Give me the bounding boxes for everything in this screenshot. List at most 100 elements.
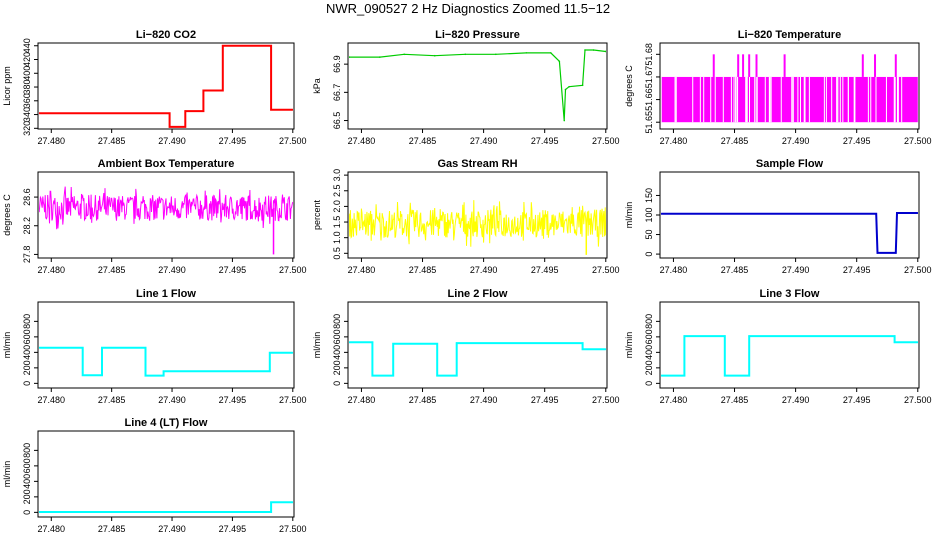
y-tick-label: 360 (22, 93, 32, 108)
data-point (455, 342, 458, 344)
x-tick-label: 27.500 (904, 395, 932, 405)
y-tick-label: 0 (22, 381, 32, 386)
y-tick-label: 400 (22, 474, 32, 489)
data-point (683, 374, 686, 377)
data-point (162, 370, 165, 373)
data-series-line (349, 341, 606, 377)
y-tick-label: 2.0 (332, 200, 342, 213)
data-point (184, 126, 187, 128)
y-tick-label: 200 (22, 489, 32, 504)
y-tick-label: 600 (22, 458, 32, 473)
x-tick-label: 27.480 (38, 265, 66, 275)
x-tick-label: 27.490 (470, 265, 498, 275)
y-tick-label: 320 (22, 121, 32, 136)
data-point (581, 342, 584, 344)
data-point (291, 351, 293, 354)
data-point (916, 341, 918, 344)
data-point (893, 335, 896, 337)
y-tick-label: 200 (332, 360, 342, 375)
data-point (378, 56, 381, 58)
data-series-line (39, 186, 293, 230)
x-tick-label: 27.495 (219, 395, 247, 405)
data-point (563, 119, 566, 122)
y-axis-label: Licor ppm (2, 66, 12, 106)
x-tick-label: 27.490 (158, 265, 186, 275)
data-point (464, 53, 467, 56)
data-point (581, 84, 584, 87)
x-tick-label: 27.490 (782, 265, 810, 275)
y-axis-label: degrees C (624, 65, 634, 107)
data-point (525, 52, 528, 54)
chart-line3: Line 3 Flow ml/min 27.480 27.485 27.490 27.49… (624, 288, 932, 405)
data-point (371, 341, 374, 344)
data-point (661, 374, 663, 377)
x-tick-label: 27.490 (782, 395, 810, 405)
x-tick-label: 27.495 (843, 395, 871, 405)
data-point (291, 108, 293, 111)
page-title: NWR_090527 2 Hz Diagnostics Zoomed 11.5−… (325, 1, 611, 16)
data-point (221, 89, 224, 92)
y-tick-label: 1.0 (332, 231, 342, 244)
data-point (168, 112, 171, 114)
x-tick-label: 27.485 (721, 136, 749, 146)
data-point (81, 346, 84, 349)
data-point (558, 60, 561, 63)
chart-title: Line 2 Flow (448, 288, 508, 300)
y-tick-label: 800 (22, 314, 32, 329)
y-tick-label: 66.5 (332, 112, 342, 130)
chart-title: Line 1 Flow (136, 288, 196, 300)
data-series-line (349, 49, 606, 121)
x-tick-label: 27.480 (38, 524, 66, 534)
data-series-line (39, 346, 293, 377)
data-point (270, 501, 272, 504)
x-tick-label: 27.500 (592, 395, 620, 405)
data-point (162, 374, 165, 377)
data-layer (39, 501, 293, 513)
x-tick-label: 27.480 (38, 136, 66, 146)
data-point (661, 213, 663, 215)
chart-line2: Line 2 Flow ml/min 27.480 27.485 27.490 27.49… (312, 288, 620, 405)
data-series-line (349, 200, 606, 247)
data-point (581, 348, 584, 351)
y-axis-label: ml/min (2, 461, 12, 488)
data-point (436, 343, 438, 345)
data-point (371, 374, 374, 377)
data-point (455, 374, 458, 377)
data-point (269, 351, 271, 354)
x-tick-label: 27.495 (531, 265, 559, 275)
data-point (349, 341, 351, 344)
data-layer (39, 186, 293, 255)
data-point (168, 126, 171, 128)
data-layer (661, 54, 918, 123)
data-point (564, 88, 567, 91)
data-point (592, 49, 595, 51)
y-tick-label: 2.5 (332, 185, 342, 198)
y-tick-label: 51.68 (644, 43, 654, 66)
y-axis-label: kPa (312, 78, 322, 94)
x-tick-label: 27.490 (158, 524, 186, 534)
data-point (723, 335, 726, 337)
x-tick-label: 27.485 (721, 395, 749, 405)
data-point (81, 374, 84, 377)
plot-frame (347, 42, 608, 130)
data-point (748, 335, 750, 337)
x-tick-label: 27.480 (660, 136, 688, 146)
x-tick-label: 27.500 (279, 395, 307, 405)
data-point (270, 511, 272, 513)
chart-title: Gas Stream RH (437, 158, 517, 170)
x-tick-label: 27.485 (409, 265, 437, 275)
data-point (748, 374, 750, 377)
y-tick-label: 51.65 (644, 111, 654, 134)
data-point (270, 44, 272, 47)
data-series-line (661, 335, 918, 377)
data-point (392, 374, 395, 377)
data-point (184, 110, 187, 112)
data-layer (349, 200, 606, 255)
chart-title: Li−820 Pressure (435, 29, 520, 41)
data-point (221, 44, 224, 47)
data-layer (661, 335, 918, 377)
data-point (495, 53, 497, 56)
x-tick-label: 27.480 (660, 265, 688, 275)
x-tick-label: 27.485 (409, 395, 437, 405)
y-tick-label: 0.5 (332, 247, 342, 260)
